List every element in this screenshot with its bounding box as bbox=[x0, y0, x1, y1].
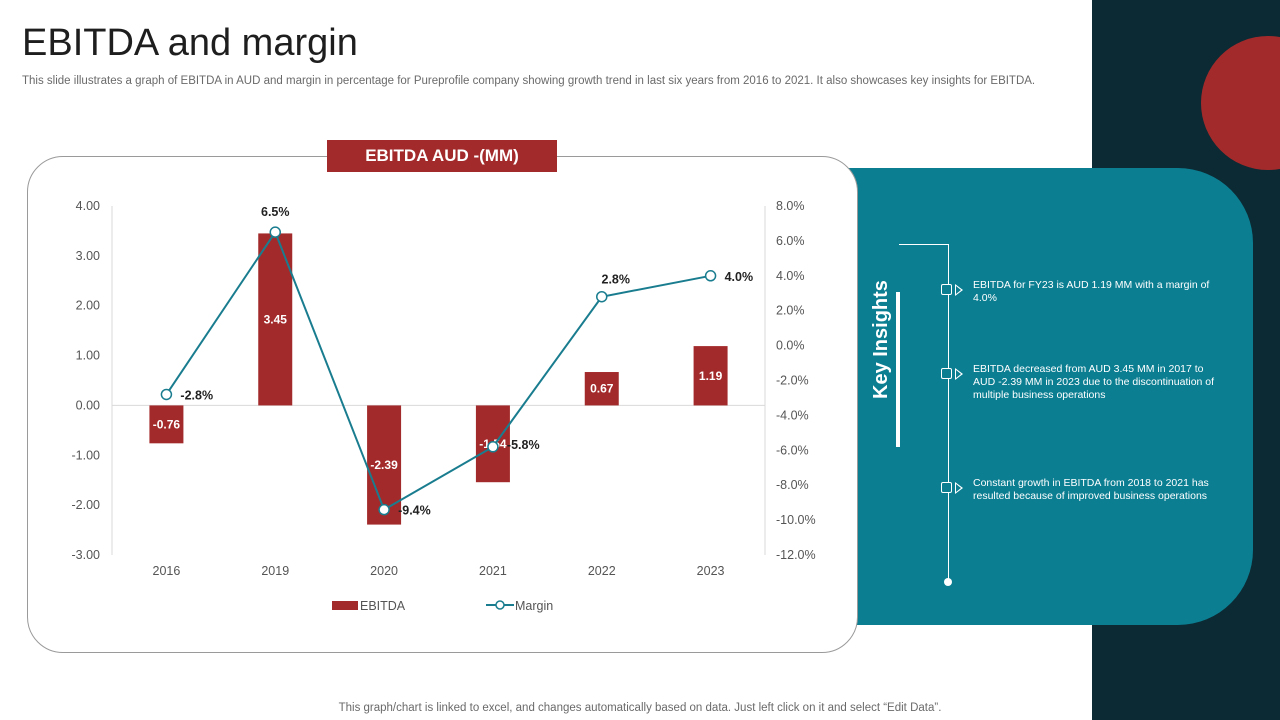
margin-data-label: -5.8% bbox=[507, 438, 540, 452]
margin-point bbox=[596, 290, 608, 303]
margin-point bbox=[269, 226, 281, 238]
margin-data-label: -2.8% bbox=[180, 388, 213, 402]
insight-text: Constant growth in EBITDA from 2018 to 2… bbox=[973, 477, 1209, 502]
insight-text: EBITDA decreased from AUD 3.45 MM in 201… bbox=[973, 363, 1215, 401]
margin-point bbox=[378, 503, 390, 516]
y-right-tick-label: -2.0% bbox=[776, 374, 809, 388]
x-tick-label: 2016 bbox=[153, 564, 181, 578]
ebitda-data-label: -0.76 bbox=[153, 417, 181, 431]
y-right-tick-label: 0.0% bbox=[776, 339, 805, 353]
chart-title: EBITDA AUD -(MM) bbox=[327, 140, 557, 172]
ebitda-data-label: 0.67 bbox=[590, 382, 614, 396]
ebitda-data-label: -2.39 bbox=[370, 458, 398, 472]
y-left-tick-label: -3.00 bbox=[72, 548, 101, 562]
y-right-tick-label: 8.0% bbox=[776, 199, 805, 213]
margin-point bbox=[160, 388, 173, 401]
y-right-tick-label: -4.0% bbox=[776, 408, 809, 422]
y-left-tick-label: -1.00 bbox=[72, 448, 101, 462]
margin-point bbox=[704, 270, 717, 282]
margin-data-label: -9.4% bbox=[398, 504, 431, 518]
margin-data-label: 4.0% bbox=[725, 270, 754, 284]
ebitda-bar bbox=[584, 372, 619, 406]
insight-text: EBITDA for FY23 is AUD 1.19 MM with a ma… bbox=[973, 279, 1210, 304]
timeline-marker-icon bbox=[941, 284, 952, 295]
page-title: EBITDA and margin bbox=[22, 22, 358, 64]
y-left-tick-label: 2.00 bbox=[76, 299, 100, 313]
margin-point bbox=[487, 441, 499, 453]
y-right-tick-label: 4.0% bbox=[776, 269, 805, 283]
margin-line bbox=[165, 230, 711, 512]
insights-heading-bar bbox=[896, 292, 900, 447]
x-tick-label: 2022 bbox=[588, 564, 616, 578]
footer-note: This graph/chart is linked to excel, and… bbox=[338, 702, 942, 714]
y-right-tick-label: -6.0% bbox=[776, 443, 809, 457]
ebitda-data-label: 1.19 bbox=[699, 369, 723, 383]
y-left-tick-label: 3.00 bbox=[76, 249, 100, 263]
x-tick-label: 2023 bbox=[697, 564, 725, 578]
legend-ebitda-swatch bbox=[332, 601, 358, 610]
key-insights-panel bbox=[800, 168, 1253, 625]
y-left-tick-label: 0.00 bbox=[76, 398, 100, 412]
timeline-marker-icon bbox=[941, 482, 952, 493]
legend-margin-label: Margin bbox=[515, 599, 553, 613]
y-right-tick-label: -8.0% bbox=[776, 478, 809, 492]
y-right-tick-label: -10.0% bbox=[776, 513, 816, 527]
timeline-marker-icon bbox=[941, 368, 952, 379]
insights-heading: Key Insights bbox=[864, 280, 898, 399]
margin-data-label: 6.5% bbox=[261, 205, 290, 219]
y-right-tick-label: 2.0% bbox=[776, 304, 805, 318]
page-subtitle: This slide illustrates a graph of EBITDA… bbox=[22, 75, 1036, 87]
y-left-tick-label: -2.00 bbox=[72, 498, 101, 512]
timeline-end-dot bbox=[944, 578, 952, 586]
insights-connector-top bbox=[899, 244, 949, 245]
legend-margin-marker bbox=[495, 600, 505, 610]
ebitda-bar bbox=[693, 346, 728, 406]
margin-data-label: 2.8% bbox=[602, 273, 631, 287]
x-tick-label: 2020 bbox=[370, 564, 398, 578]
insights-timeline-line bbox=[948, 244, 949, 582]
legend-ebitda-label: EBITDA bbox=[360, 599, 406, 613]
y-left-tick-label: 4.00 bbox=[76, 199, 100, 213]
y-right-tick-label: 6.0% bbox=[776, 234, 805, 248]
y-left-tick-label: 1.00 bbox=[76, 349, 100, 363]
ebitda-data-label: 3.45 bbox=[264, 312, 288, 326]
y-right-tick-label: -12.0% bbox=[776, 548, 816, 562]
x-tick-label: 2021 bbox=[479, 564, 507, 578]
ebitda-bar bbox=[149, 405, 184, 444]
x-tick-label: 2019 bbox=[261, 564, 289, 578]
